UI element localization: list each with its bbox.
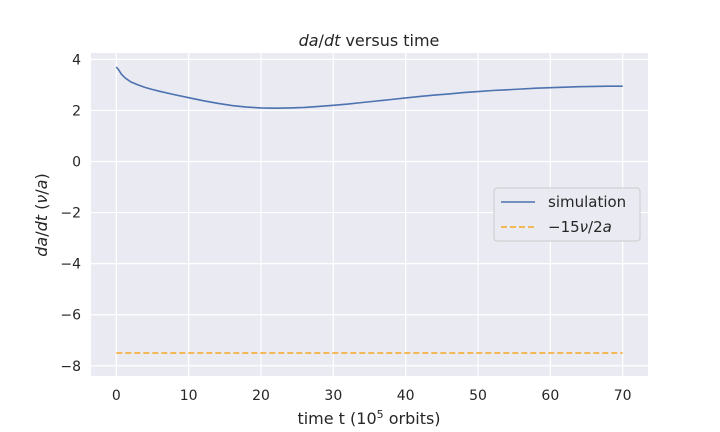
legend-label-simulation: simulation [548,193,626,211]
y-tick-labels: −8 −6 −4 −2 0 2 4 [60,52,81,374]
y-axis-label: da/dt (ν/a) [32,173,51,257]
x-tick-labels: 0 10 20 30 40 50 60 70 [112,388,632,404]
y-tick-label: −4 [60,257,81,273]
x-tick-label: 60 [541,388,559,404]
y-tick-label: 4 [72,52,81,68]
gridlines [91,53,648,376]
data-series [115,66,623,354]
x-tick-label: 20 [252,388,270,404]
chart-title: da/dt versus time [299,31,440,50]
y-tick-label: 2 [72,103,81,119]
y-tick-label: −8 [60,359,81,375]
x-tick-label: 30 [324,388,342,404]
x-tick-label: 70 [614,388,632,404]
legend-label-analytic: −15ν/2a [548,218,612,236]
x-tick-label: 10 [180,388,198,404]
x-axis-label: time t (105 orbits) [297,408,440,428]
x-tick-label: 50 [469,388,487,404]
series-line-simulation [115,66,623,109]
y-tick-label: −2 [60,206,81,222]
legend: simulation −15ν/2a [493,187,641,242]
y-tick-label: −6 [60,308,81,324]
x-tick-label: 0 [112,388,121,404]
y-tick-label: 0 [72,155,81,171]
x-tick-label: 40 [397,388,415,404]
